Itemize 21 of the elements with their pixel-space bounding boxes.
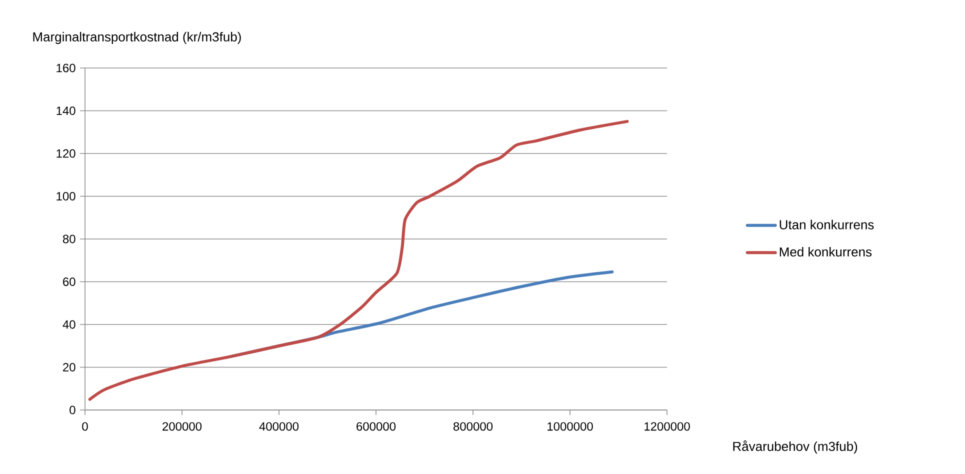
x-tick-label: 0 — [82, 422, 88, 431]
x-tick-label: 400000 — [259, 422, 299, 431]
legend-label: Utan konkurrens — [780, 220, 874, 230]
y-axis-title: Marginaltransportkostnad (kr/m3fub) — [33, 32, 241, 44]
x-tick-label: 600000 — [356, 422, 396, 431]
y-tick-label: 100 — [56, 192, 76, 201]
x-tick-label: 1000000 — [548, 422, 593, 431]
y-tick-label: 60 — [63, 278, 76, 286]
legend-label: Med konkurrens — [780, 246, 872, 257]
y-tick-label: 80 — [62, 234, 76, 244]
y-tick-label: 20 — [63, 363, 76, 372]
x-axis-title: Råvarubehov (m3fub) — [733, 440, 858, 454]
y-tick-label: 160 — [56, 64, 76, 72]
line-series — [88, 120, 629, 401]
y-tick-label: 40 — [62, 320, 76, 329]
y-tick-label: 120 — [56, 149, 76, 158]
x-tick-label: 1200000 — [644, 422, 690, 431]
x-tick-label: 800000 — [454, 422, 493, 431]
y-tick-label: 0 — [70, 406, 76, 414]
y-tick-label: 140 — [56, 106, 76, 115]
x-tick-label: 200000 — [162, 422, 202, 431]
